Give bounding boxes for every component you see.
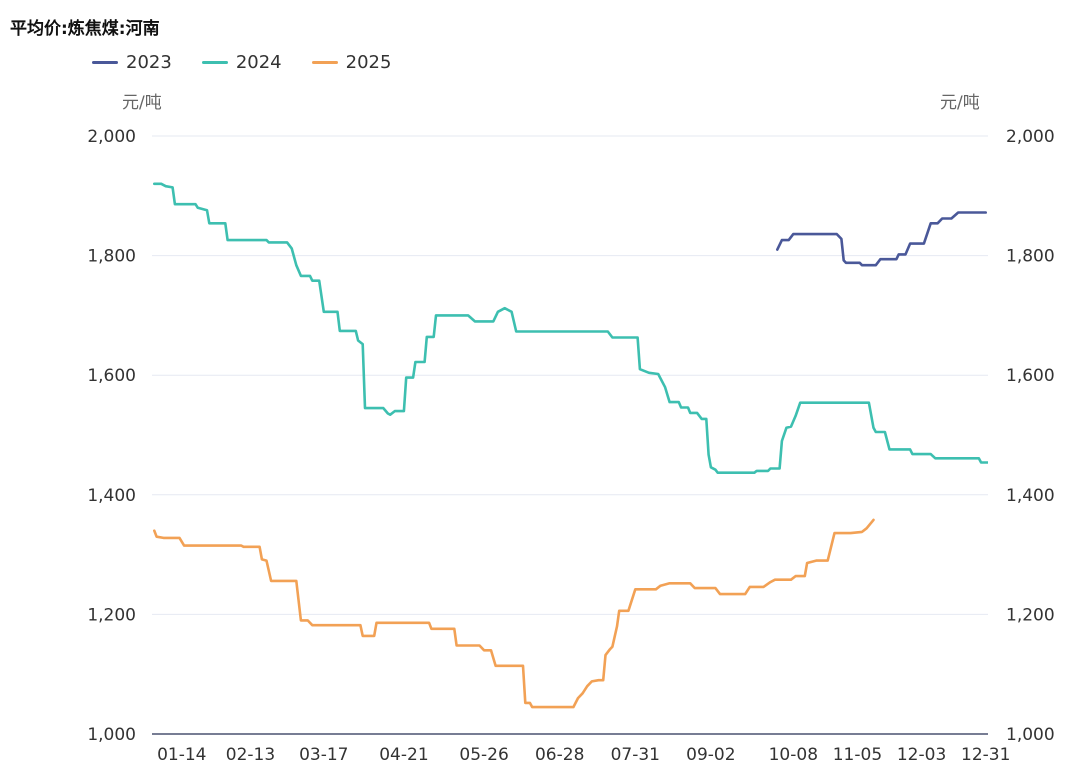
- y-tick-label-right: 1,000: [1006, 725, 1055, 745]
- y-tick-label-left: 1,600: [87, 366, 136, 386]
- y-tick-label-right: 2,000: [1006, 127, 1055, 147]
- y-tick-label-left: 2,000: [87, 127, 136, 147]
- x-tick-label: 12-31: [961, 745, 1010, 765]
- x-tick-label: 03-17: [299, 745, 348, 765]
- chart-legend: 2023 2024 2025: [92, 52, 391, 73]
- legend-item-2024[interactable]: 2024: [201, 52, 282, 73]
- y-tick-label-left: 1,400: [87, 486, 136, 506]
- x-tick-label: 04-21: [379, 745, 428, 765]
- x-tick-label: 10-08: [769, 745, 818, 765]
- legend-item-2025[interactable]: 2025: [311, 52, 392, 73]
- y-tick-label-right: 1,600: [1006, 366, 1055, 386]
- y-tick-label-right: 1,200: [1006, 605, 1055, 625]
- legend-label-2024: 2024: [235, 52, 282, 73]
- series-line-2025: [153, 518, 875, 709]
- x-tick-label: 07-31: [611, 745, 660, 765]
- chart-title: 平均价:炼焦煤:河南: [10, 19, 160, 39]
- series-line-2024: [153, 182, 988, 474]
- x-tick-label: 06-28: [535, 745, 584, 765]
- y-tick-label-left: 1,000: [87, 725, 136, 745]
- x-tick-label: 11-05: [833, 745, 882, 765]
- legend-item-2023[interactable]: 2023: [92, 52, 172, 73]
- legend-label-2025: 2025: [345, 52, 392, 73]
- x-tick-label: 12-03: [897, 745, 946, 765]
- x-tick-label: 02-13: [226, 745, 275, 765]
- legend-swatch-2023: [92, 61, 118, 64]
- legend-label-2023: 2023: [126, 52, 172, 73]
- x-tick-label: 09-02: [686, 745, 735, 765]
- y-tick-label-left: 1,200: [87, 605, 136, 625]
- x-tick-label: 05-26: [459, 745, 508, 765]
- legend-swatch-2024: [201, 61, 228, 64]
- y-axis-unit-right: 元/吨: [940, 93, 980, 113]
- series-line-2023: [776, 211, 987, 267]
- legend-swatch-2025: [311, 61, 338, 64]
- y-tick-label-left: 1,800: [87, 247, 136, 267]
- y-tick-label-right: 1,400: [1006, 486, 1055, 506]
- y-axis-unit-left: 元/吨: [122, 93, 162, 113]
- x-tick-label: 01-14: [157, 745, 206, 765]
- y-tick-label-right: 1,800: [1006, 247, 1055, 267]
